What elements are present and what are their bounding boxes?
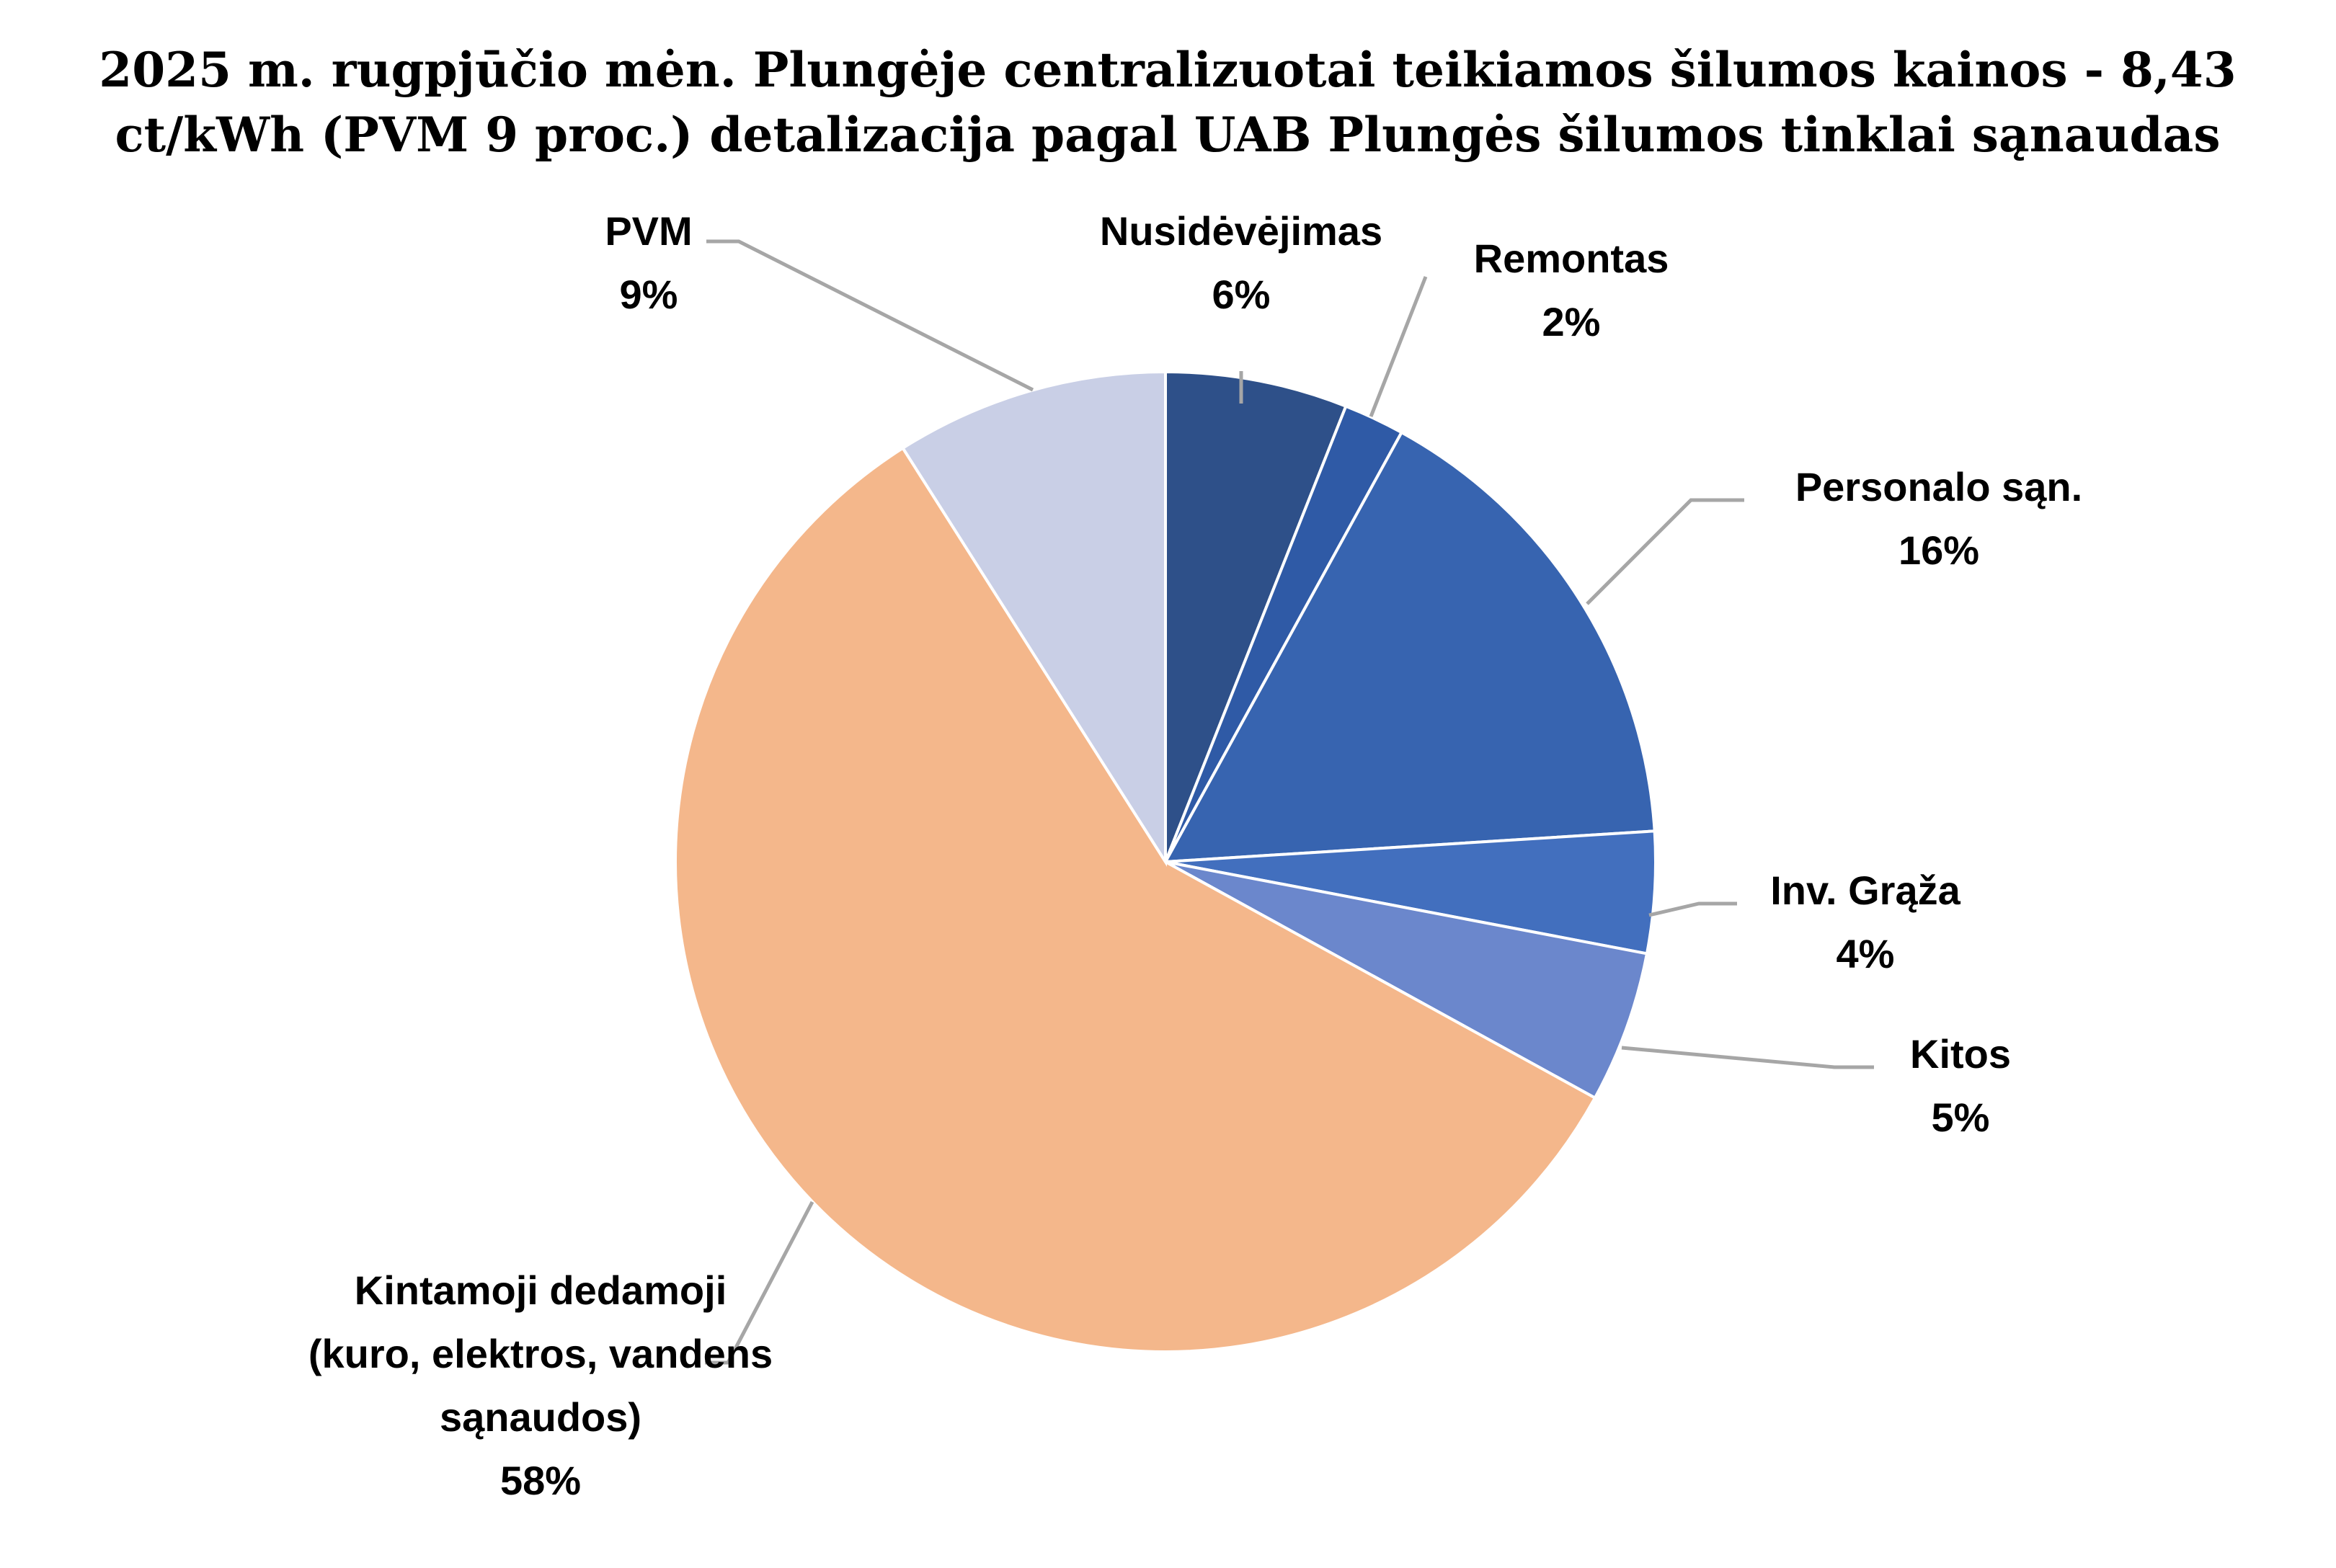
leader-line-inv-graza xyxy=(1648,901,1737,917)
slice-labels: Nusidėvėjimas 6% Remontas 2% Personalo sąn. 1… xyxy=(308,208,2082,1503)
chart-title-line-2: ct/kWh (PVM 9 proc.) detalizacija pagal … xyxy=(115,107,2220,163)
slice-label-pvm: PVM 9% xyxy=(605,208,692,317)
slice-label-name-kintamoji-1: (kuro, elektros, vandens xyxy=(308,1331,773,1376)
chart-title-line-1: 2025 m. rugpjūčio mėn. Plungėje centrali… xyxy=(99,42,2236,98)
leader-line-kitos xyxy=(1621,1046,1874,1069)
slice-label-inv-graza: Inv. Grąža 4% xyxy=(1770,868,1960,976)
slice-label-name-kintamoji-2: sąnaudos) xyxy=(440,1394,641,1440)
slice-label-percent-inv-graza: 4% xyxy=(1837,931,1895,976)
slice-label-kintamoji: Kintamoji dedamoji (kuro, elektros, vande… xyxy=(308,1268,773,1503)
leader-line-kintamoji xyxy=(705,1200,814,1365)
slice-label-nusidevejimas: Nusidėvėjimas 6% xyxy=(1100,208,1382,317)
slice-label-name-kitos-0: Kitos xyxy=(1910,1031,2011,1077)
slice-label-percent-nusidevejimas: 6% xyxy=(1212,272,1271,317)
slice-label-percent-pvm: 9% xyxy=(620,272,678,317)
leader-line-remontas xyxy=(1369,276,1428,417)
slice-label-percent-kitos: 5% xyxy=(1932,1095,1990,1140)
slice-label-percent-remontas: 2% xyxy=(1542,299,1601,344)
slice-label-name-inv-graza-0: Inv. Grąža xyxy=(1770,868,1960,913)
pie-slices xyxy=(674,370,1658,1353)
slice-label-name-nusidevejimas-0: Nusidėvėjimas xyxy=(1100,208,1382,254)
slice-label-name-kintamoji-0: Kintamoji dedamoji xyxy=(355,1268,727,1313)
slice-label-kitos: Kitos 5% xyxy=(1910,1031,2011,1140)
pie-slice-personalo xyxy=(1163,430,1656,864)
pie-slice-kintamoji xyxy=(674,446,1597,1353)
slice-label-personalo: Personalo sąn. 16% xyxy=(1795,464,2082,573)
leader-line-pvm xyxy=(706,239,1034,392)
leader-line-personalo xyxy=(1586,498,1744,605)
slice-label-name-remontas-0: Remontas xyxy=(1474,236,1669,281)
slice-label-name-personalo-0: Personalo sąn. xyxy=(1795,464,2082,509)
slice-label-name-pvm-0: PVM xyxy=(605,208,692,254)
slice-label-remontas: Remontas 2% xyxy=(1474,236,1669,344)
pie-slice-kitos xyxy=(1165,860,1649,1100)
pie-slice-nusidevejimas xyxy=(1164,370,1348,863)
leader-lines xyxy=(705,239,1874,1365)
slice-label-percent-kintamoji: 58% xyxy=(500,1458,581,1503)
slice-label-percent-personalo: 16% xyxy=(1898,527,1979,573)
pie-slice-pvm xyxy=(900,370,1167,867)
